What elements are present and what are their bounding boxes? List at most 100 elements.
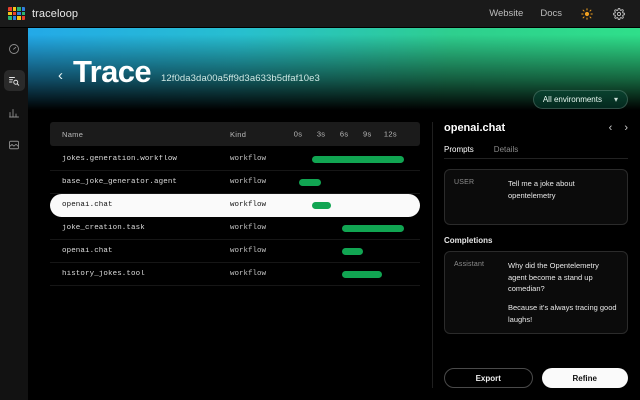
- hero-title-row: ‹ Trace 12f0da3da00a5ff9d3a633b5dfaf10e3: [58, 56, 626, 87]
- span-name: history_jokes.tool: [62, 270, 145, 278]
- top-nav: Website Docs: [489, 6, 626, 21]
- span-detail-nav: ‹ ›: [608, 121, 628, 134]
- timeline-axis: 0s 3s 6s 9s 12s: [294, 122, 408, 146]
- span-timeline-track: [298, 247, 408, 255]
- gear-icon[interactable]: [611, 6, 626, 21]
- chevron-left-icon[interactable]: ‹: [58, 67, 63, 84]
- span-kind: workflow: [230, 247, 267, 255]
- brand[interactable]: traceloop: [8, 7, 78, 20]
- logo-brick-6: [17, 11, 21, 16]
- sun-icon[interactable]: [579, 6, 594, 21]
- timeline-tick: 9s: [363, 129, 372, 139]
- chevron-left-icon[interactable]: ‹: [608, 121, 613, 134]
- tab-details[interactable]: Details: [493, 145, 519, 154]
- completion-role: Assistant: [454, 261, 485, 268]
- brand-name: traceloop: [32, 7, 79, 20]
- span-duration-bar[interactable]: [342, 247, 363, 255]
- completion-card: Assistant Why did the Opentelemetry agen…: [444, 251, 628, 335]
- trace-hero-banner: ‹ Trace 12f0da3da00a5ff9d3a633b5dfaf10e3…: [28, 28, 640, 110]
- sidebar-item-metrics[interactable]: [4, 102, 25, 123]
- span-name: joke_creation.task: [62, 224, 145, 232]
- completion-line-2: Because it's always tracing good laughs!: [508, 302, 617, 324]
- spans-rows: jokes.generation.workflow workflow base_jo…: [50, 148, 420, 286]
- logo-brick-0: [8, 7, 12, 11]
- nav-link-docs[interactable]: Docs: [540, 8, 562, 19]
- completion-line-1: Why did the Opentelemetry agent become a…: [508, 261, 599, 294]
- chevron-right-icon[interactable]: ›: [624, 121, 628, 134]
- prompt-role: USER: [454, 179, 475, 186]
- logo-brick-2: [17, 7, 21, 11]
- tab-prompts[interactable]: Prompts: [444, 145, 474, 159]
- logo-brick-7: [21, 11, 25, 16]
- environment-dropdown[interactable]: All environments ▾: [532, 90, 628, 109]
- table-row[interactable]: history_jokes.tool workflow: [50, 263, 420, 286]
- sidebar-item-reports[interactable]: [4, 134, 25, 155]
- span-detail-panel: openai.chat ‹ › Prompts Details USER Tel…: [432, 122, 628, 388]
- page-title: Trace: [73, 54, 152, 89]
- timeline-tick: 6s: [339, 129, 349, 139]
- completions-label: Completions: [444, 236, 493, 245]
- span-detail-title: openai.chat: [444, 122, 506, 134]
- logo-brick-1: [12, 7, 16, 11]
- logo-brick-11: [21, 16, 25, 20]
- refine-button[interactable]: Refine: [541, 368, 628, 388]
- left-rail: [0, 28, 28, 400]
- trace-content: Name Kind 0s 3s 6s 9s 12s jokes.generation.w…: [28, 110, 640, 400]
- nav-link-website[interactable]: Website: [489, 8, 524, 19]
- span-kind: workflow: [230, 201, 267, 209]
- timeline-tick: 12s: [383, 129, 397, 139]
- tabs-divider: [444, 158, 628, 159]
- span-duration-bar[interactable]: [342, 270, 382, 278]
- sidebar-item-traces[interactable]: [3, 70, 25, 91]
- logo-brick-5: [12, 11, 16, 16]
- span-duration-bar[interactable]: [312, 155, 404, 163]
- table-row[interactable]: openai.chat workflow: [50, 194, 420, 217]
- span-name: openai.chat: [62, 247, 113, 255]
- span-timeline-track: [298, 270, 408, 278]
- spans-table-header: Name Kind 0s 3s 6s 9s 12s: [50, 122, 420, 146]
- span-name: openai.chat: [62, 201, 113, 209]
- table-row[interactable]: base_joke_generator.agent workflow: [50, 171, 420, 194]
- table-row[interactable]: joke_creation.task workflow: [50, 217, 420, 240]
- detail-actions: Export Refine: [444, 358, 628, 388]
- span-duration-bar[interactable]: [342, 224, 404, 232]
- span-kind: workflow: [230, 155, 267, 163]
- span-kind: workflow: [230, 270, 267, 278]
- table-row[interactable]: openai.chat workflow: [50, 240, 420, 263]
- span-timeline-track: [298, 201, 408, 209]
- logo-brick-4: [8, 11, 12, 16]
- trace-id: 12f0da3da00a5ff9d3a633b5dfaf10e3: [161, 73, 320, 84]
- completion-text: Why did the Opentelemetry agent become a…: [508, 260, 618, 325]
- span-name: base_joke_generator.agent: [62, 178, 178, 186]
- logo-brick-8: [8, 16, 12, 20]
- span-name: jokes.generation.workflow: [62, 155, 178, 163]
- table-row[interactable]: jokes.generation.workflow workflow: [50, 148, 420, 171]
- span-duration-bar[interactable]: [312, 201, 331, 209]
- column-header-kind: Kind: [230, 129, 247, 139]
- prompt-text: Tell me a joke about opentelemetry: [508, 179, 575, 200]
- top-bar: traceloop Website Docs: [0, 0, 640, 28]
- sidebar-item-dashboard[interactable]: [4, 38, 25, 59]
- span-detail-header: openai.chat ‹ ›: [444, 122, 628, 134]
- app-body: ‹ Trace 12f0da3da00a5ff9d3a633b5dfaf10e3…: [0, 28, 640, 400]
- span-duration-bar[interactable]: [299, 178, 322, 186]
- export-button[interactable]: Export: [444, 368, 533, 388]
- logo-brick-9: [12, 16, 16, 20]
- logo-brick-10: [17, 16, 21, 20]
- main-area: ‹ Trace 12f0da3da00a5ff9d3a633b5dfaf10e3…: [28, 28, 640, 400]
- environment-dropdown-label: All environments: [542, 95, 602, 104]
- span-kind: workflow: [230, 178, 267, 186]
- logo-brick-3: [21, 7, 25, 11]
- span-timeline-track: [298, 224, 408, 232]
- timeline-tick: 0s: [293, 129, 303, 139]
- chevron-down-icon: ▾: [613, 95, 618, 104]
- prompt-card: USER Tell me a joke about opentelemetry: [444, 169, 628, 225]
- span-timeline-track: [298, 155, 408, 163]
- traceloop-logo-icon: [8, 7, 25, 20]
- spans-table: Name Kind 0s 3s 6s 9s 12s jokes.generation.w…: [50, 122, 420, 388]
- span-kind: workflow: [230, 224, 267, 232]
- span-detail-tabs: Prompts Details: [444, 145, 628, 159]
- span-timeline-track: [298, 178, 408, 186]
- timeline-tick: 3s: [316, 129, 326, 139]
